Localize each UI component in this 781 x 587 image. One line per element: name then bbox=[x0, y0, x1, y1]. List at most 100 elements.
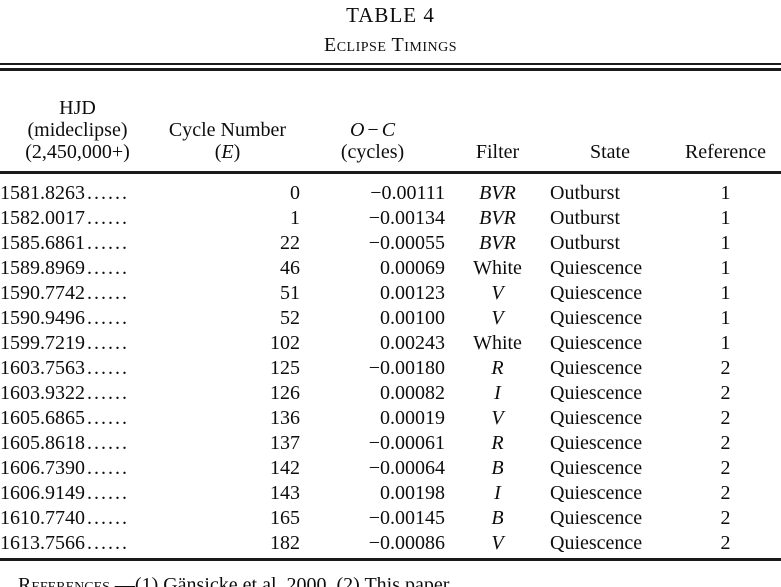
filter-value: BVR bbox=[479, 182, 516, 204]
hjd-header-line2: (mideclipse) bbox=[27, 119, 128, 141]
reference-value: 2 bbox=[720, 532, 731, 554]
dot-leader: ...... bbox=[87, 407, 129, 429]
table-row: 1590.9496...... 52 0.00100 V Quiescence … bbox=[0, 306, 781, 331]
state-value: Outburst bbox=[550, 232, 620, 254]
top-double-rule bbox=[0, 63, 781, 71]
dot-leader: ...... bbox=[87, 257, 129, 279]
filter-value: White bbox=[473, 332, 522, 354]
cycle-variable-e: E bbox=[221, 141, 234, 163]
oc-value: 0.00100 bbox=[380, 307, 445, 329]
state-value: Quiescence bbox=[550, 332, 643, 354]
hjd-value: 1599.7219 bbox=[0, 332, 85, 354]
filter-value: I bbox=[494, 382, 501, 404]
oc-value: −0.00111 bbox=[370, 182, 445, 204]
cycle-value: 102 bbox=[270, 332, 300, 354]
cycle-value: 143 bbox=[270, 482, 300, 504]
column-header-cycle: Cycle Number (E) bbox=[155, 71, 300, 174]
hjd-value: 1603.7563 bbox=[0, 357, 85, 379]
filter-value: B bbox=[491, 507, 504, 529]
state-value: Outburst bbox=[550, 207, 620, 229]
cycle-value: 51 bbox=[280, 282, 300, 304]
dot-leader: ...... bbox=[87, 532, 129, 554]
references-text: (1) Gänsicke et al. 2000. (2) This paper… bbox=[134, 574, 454, 587]
table-row: 1606.9149...... 143 0.00198 I Quiescence… bbox=[0, 481, 781, 506]
table-row: 1603.9322...... 126 0.00082 I Quiescence… bbox=[0, 381, 781, 406]
reference-value: 1 bbox=[720, 207, 731, 229]
cycle-value: 137 bbox=[270, 432, 300, 454]
reference-value: 1 bbox=[720, 182, 731, 204]
dot-leader: ...... bbox=[87, 282, 129, 304]
oc-value: −0.00180 bbox=[368, 357, 445, 379]
filter-value: V bbox=[491, 307, 504, 329]
filter-value: R bbox=[491, 357, 504, 379]
oc-value: 0.00243 bbox=[380, 332, 445, 354]
state-value: Quiescence bbox=[550, 482, 643, 504]
dot-leader: ...... bbox=[87, 507, 129, 529]
cycle-value: 136 bbox=[270, 407, 300, 429]
hjd-value: 1610.7740 bbox=[0, 507, 85, 529]
table-row: 1585.6861...... 22 −0.00055 BVR Outburst… bbox=[0, 231, 781, 256]
state-value: Quiescence bbox=[550, 357, 643, 379]
reference-value: 1 bbox=[720, 232, 731, 254]
cycle-value: 46 bbox=[280, 257, 300, 279]
references-footnote: References.—(1) Gänsicke et al. 2000. (2… bbox=[0, 574, 781, 587]
hjd-value: 1585.6861 bbox=[0, 232, 85, 254]
reference-value: 2 bbox=[720, 382, 731, 404]
table-row: 1605.6865...... 136 0.00019 V Quiescence… bbox=[0, 406, 781, 431]
hjd-value: 1606.7390 bbox=[0, 457, 85, 479]
filter-value: I bbox=[494, 482, 501, 504]
column-header-filter: Filter bbox=[445, 71, 550, 174]
filter-value: V bbox=[491, 532, 504, 554]
cycle-value: 182 bbox=[270, 532, 300, 554]
table-row: 1599.7219...... 102 0.00243 White Quiesc… bbox=[0, 331, 781, 356]
state-value: Quiescence bbox=[550, 282, 643, 304]
table-row: 1590.7742...... 51 0.00123 V Quiescence … bbox=[0, 281, 781, 306]
minus-sign: − bbox=[367, 119, 379, 141]
cycle-value: 165 bbox=[270, 507, 300, 529]
reference-value: 2 bbox=[720, 507, 731, 529]
reference-value: 1 bbox=[720, 282, 731, 304]
oc-value: −0.00055 bbox=[368, 232, 445, 254]
hjd-value: 1581.8263 bbox=[0, 182, 85, 204]
oc-value: −0.00064 bbox=[368, 457, 445, 479]
table-row: 1603.7563...... 125 −0.00180 R Quiescenc… bbox=[0, 356, 781, 381]
reference-value: 2 bbox=[720, 482, 731, 504]
column-header-oc: O − C (cycles) bbox=[300, 71, 445, 174]
dot-leader: ...... bbox=[87, 232, 129, 254]
oc-value: 0.00019 bbox=[380, 407, 445, 429]
reference-value: 2 bbox=[720, 357, 731, 379]
dot-leader: ...... bbox=[87, 182, 129, 204]
cycle-value: 142 bbox=[270, 457, 300, 479]
dot-leader: ...... bbox=[87, 332, 129, 354]
hjd-value: 1582.0017 bbox=[0, 207, 85, 229]
table-row: 1613.7566...... 182 −0.00086 V Quiescenc… bbox=[0, 531, 781, 560]
reference-value: 2 bbox=[720, 432, 731, 454]
oc-value: 0.00082 bbox=[380, 382, 445, 404]
column-header-hjd: HJD (mideclipse) (2,450,000+) bbox=[0, 71, 155, 174]
table-row: 1606.7390...... 142 −0.00064 B Quiescenc… bbox=[0, 456, 781, 481]
filter-value: B bbox=[491, 457, 504, 479]
filter-value: BVR bbox=[479, 207, 516, 229]
oc-header-line2: (cycles) bbox=[340, 141, 405, 163]
hjd-value: 1589.8969 bbox=[0, 257, 85, 279]
reference-value: 1 bbox=[720, 332, 731, 354]
filter-value: V bbox=[491, 407, 504, 429]
oc-value: −0.00086 bbox=[368, 532, 445, 554]
oc-value: −0.00145 bbox=[368, 507, 445, 529]
oc-value: −0.00134 bbox=[368, 207, 445, 229]
table-row: 1610.7740...... 165 −0.00145 B Quiescenc… bbox=[0, 506, 781, 531]
filter-value: R bbox=[491, 432, 504, 454]
cycle-value: 125 bbox=[270, 357, 300, 379]
references-label: References bbox=[18, 574, 110, 587]
oc-value: 0.00123 bbox=[380, 282, 445, 304]
reference-value: 2 bbox=[720, 407, 731, 429]
hjd-value: 1605.8618 bbox=[0, 432, 85, 454]
filter-value: White bbox=[473, 257, 522, 279]
header-row: HJD (mideclipse) (2,450,000+) Cycle Numb… bbox=[0, 71, 781, 174]
oc-value: −0.00061 bbox=[368, 432, 445, 454]
table-title: TABLE 4 bbox=[346, 3, 435, 27]
oc-value: 0.00069 bbox=[380, 257, 445, 279]
state-value: Quiescence bbox=[550, 407, 643, 429]
cycle-value: 1 bbox=[290, 207, 300, 229]
state-value: Outburst bbox=[550, 182, 620, 204]
